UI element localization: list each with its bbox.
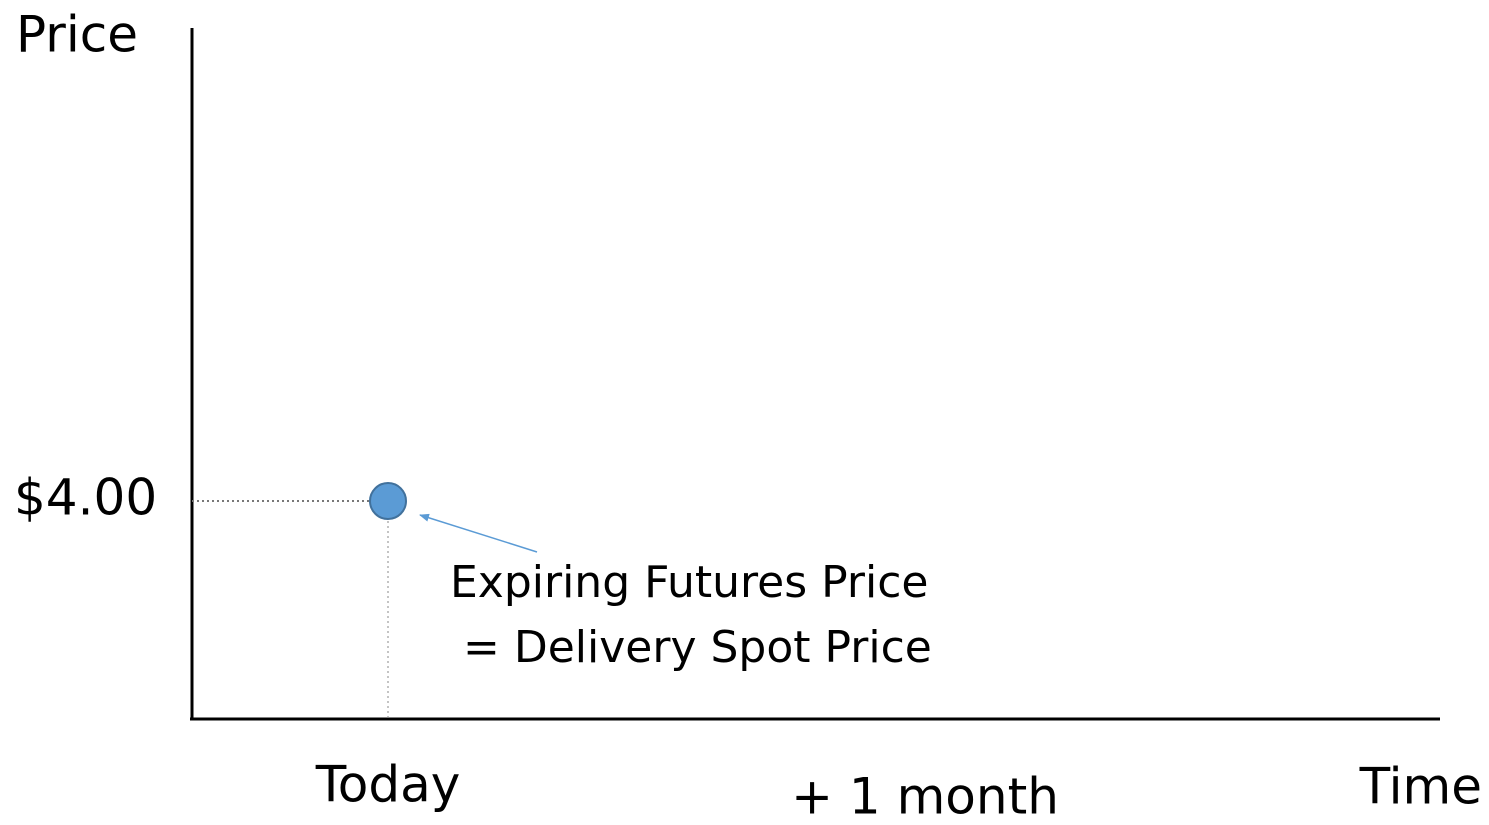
annotation-line: = Delivery Spot Price (463, 622, 932, 673)
x-axis-label: Time (1359, 758, 1482, 816)
annotation-arrow (419, 513, 538, 553)
y-tick-label: $4.00 (14, 469, 157, 527)
x-tick-label: Today (315, 756, 461, 814)
x-tick-label: + 1 month (791, 768, 1059, 825)
annotation-line: Expiring Futures Price (450, 557, 928, 608)
y-axis-label: Price (16, 6, 138, 64)
point (369, 482, 407, 521)
